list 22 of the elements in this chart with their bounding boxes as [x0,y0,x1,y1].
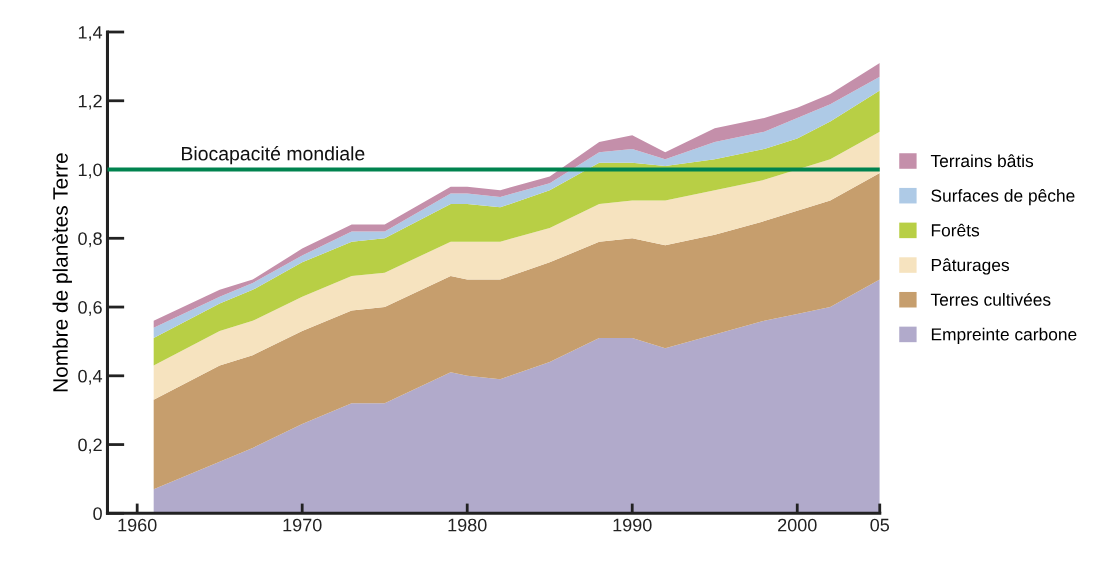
y-tick-label: 1,0 [78,163,102,179]
legend-label: Pâturages [931,258,1009,275]
y-tick-label: 0,8 [78,232,102,248]
y-tick-label: 0,6 [78,300,102,316]
y-axis-title: Nombre de planètes Terre [52,153,72,392]
legend-label: Terres cultivées [930,292,1051,306]
x-tick-label: 1990 [613,518,652,532]
legend-label: Empreinte carbone [931,327,1077,344]
x-tick-label: 2000 [778,518,817,532]
x-tick-label: 1970 [283,518,322,532]
x-tick-label: 1980 [448,518,487,532]
y-tick-label: 0,2 [78,438,102,454]
legend-label: Surfaces de pêche [931,189,1075,206]
y-tick-label: 0 [93,507,102,521]
y-tick-label: 0,4 [78,369,103,385]
legend-label: Terrains bâtis [930,154,1034,168]
x-tick-label: 05 [870,518,890,532]
y-tick-label: 1,2 [78,94,102,110]
ref-line-label: Biocapacité mondiale [182,146,365,165]
y-tick-label: 1,4 [78,26,103,41]
x-tick-label: 1960 [118,518,157,532]
legend-label: Forêts [931,223,980,237]
